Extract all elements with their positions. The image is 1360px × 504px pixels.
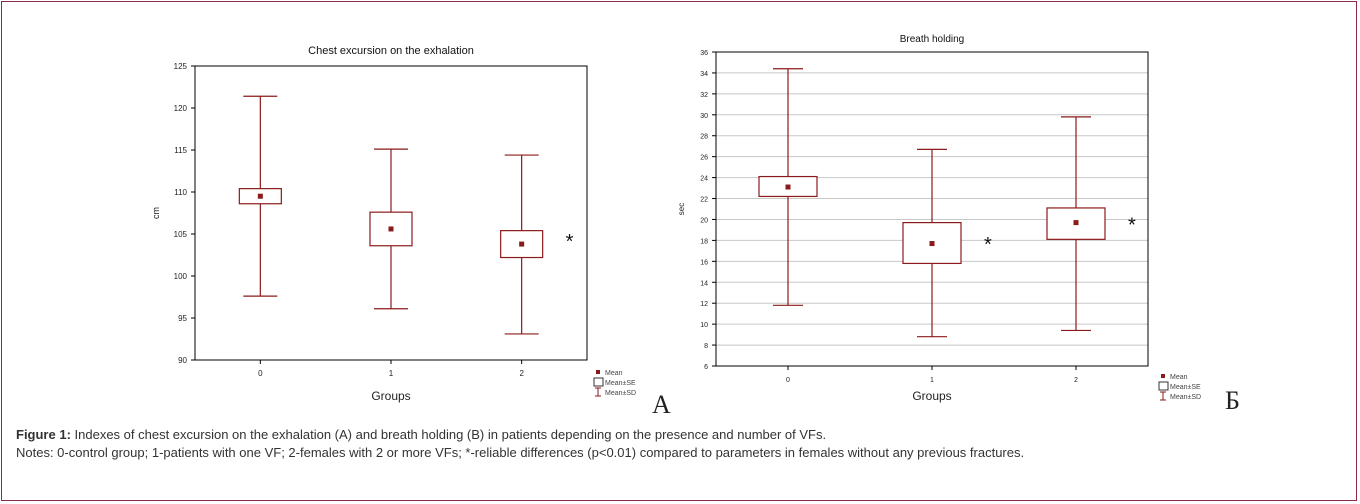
significance-star: *: [1128, 215, 1136, 237]
x-tick-label: 0: [258, 369, 263, 378]
x-tick-label: 1: [389, 369, 394, 378]
y-tick-label: 100: [174, 272, 188, 281]
y-tick-label: 12: [700, 301, 708, 308]
y-tick-label: 34: [700, 71, 708, 78]
x-axis-label: Groups: [371, 389, 410, 403]
y-tick-label: 10: [700, 322, 708, 329]
chart-panel-b: 6 8 10 12 14 16 18 20 22 24 26 28 30 32 34 36 0 1 2 * * Breat…: [674, 30, 1242, 408]
y-tick-label: 28: [700, 134, 708, 141]
y-tick-label: 14: [700, 280, 708, 287]
y-tick-label: 20: [700, 217, 708, 224]
y-tick-label: 110: [174, 188, 187, 197]
legend-mean-symbol: [596, 370, 600, 374]
chart-panel-a: 90 95 100 105 110 115 120 125 0 1 2 * Chest excursio…: [145, 34, 650, 414]
y-tick-label: 32: [700, 92, 708, 99]
mean-marker: [388, 226, 394, 232]
caption-notes: Notes: 0-control group; 1-patients with …: [16, 445, 1025, 460]
x-axis-label: Groups: [912, 389, 951, 403]
y-tick-label: 6: [704, 364, 708, 371]
mean-marker: [519, 241, 525, 247]
y-tick-label: 30: [700, 113, 708, 120]
y-tick-label: 95: [178, 314, 187, 323]
y-tick-label: 22: [700, 197, 708, 204]
legend-se-symbol: [1158, 381, 1169, 391]
y-tick-label: 16: [700, 259, 708, 266]
mean-marker: [929, 241, 935, 247]
panel-letter-b: Б: [1225, 386, 1240, 415]
legend-item-label: Mean: [1170, 374, 1188, 381]
y-tick-label: 115: [174, 146, 187, 155]
legend-mean-symbol: [1161, 374, 1165, 378]
y-tick-label: 24: [700, 176, 708, 183]
y-tick-label: 125: [174, 62, 188, 71]
legend-item-label: Mean±SD: [605, 390, 636, 397]
legend-item-label: Mean: [605, 370, 623, 377]
y-tick-label: 8: [704, 343, 708, 350]
y-tick-label: 120: [174, 104, 188, 113]
y-axis-label: cm: [151, 207, 161, 219]
y-tick-label: 90: [178, 356, 187, 365]
x-tick-label: 2: [1074, 377, 1078, 384]
y-tick-label: 36: [700, 50, 708, 57]
significance-star: *: [566, 231, 574, 253]
x-tick-label: 1: [930, 377, 934, 384]
figure-label: Figure 1:: [16, 427, 71, 442]
figure-caption: Figure 1: Indexes of chest excursion on …: [16, 426, 1346, 462]
mean-marker: [1073, 220, 1079, 226]
panel-letter-a: A: [652, 390, 671, 419]
chart-title: Breath holding: [900, 34, 965, 45]
x-tick-label: 0: [786, 377, 790, 384]
y-tick-label: 26: [700, 155, 708, 162]
significance-star: *: [984, 234, 992, 256]
y-tick-label: 105: [174, 230, 188, 239]
x-tick-label: 2: [519, 369, 524, 378]
mean-marker: [257, 193, 263, 199]
chart-a-svg: 90 95 100 105 110 115 120 125 0 1 2 * Chest excursio…: [151, 45, 636, 403]
legend-item-label: Mean±SE: [605, 380, 636, 387]
mean-marker: [785, 184, 791, 190]
caption-line: Figure 1: Indexes of chest excursion on …: [16, 426, 1346, 444]
legend-item-label: Mean±SD: [1170, 394, 1201, 401]
legend-item-label: Mean±SE: [1170, 384, 1201, 391]
chart-title: Chest excursion on the exhalation: [308, 45, 474, 57]
y-axis-label: sec: [677, 203, 686, 215]
legend-se-symbol: [593, 377, 604, 387]
figure-text: Indexes of chest excursion on the exhala…: [70, 427, 827, 442]
y-tick-label: 18: [700, 238, 708, 245]
